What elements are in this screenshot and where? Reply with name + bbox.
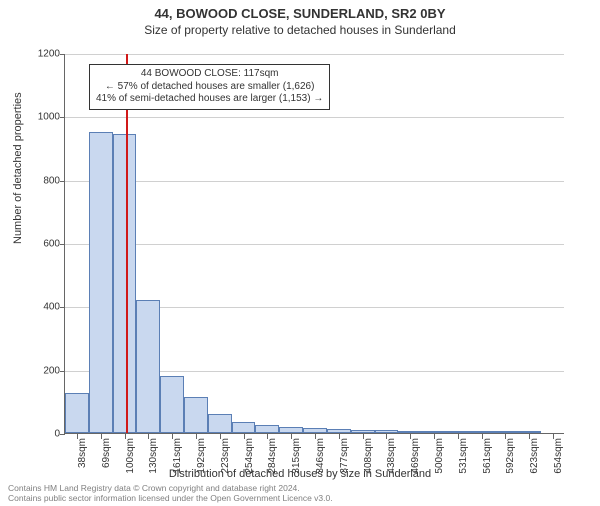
bar <box>351 430 375 433</box>
x-axis-label: Distribution of detached houses by size … <box>0 468 600 480</box>
bar <box>375 430 399 433</box>
y-tick-label: 200 <box>20 365 60 376</box>
bar <box>494 431 518 433</box>
bar <box>113 134 137 433</box>
bar <box>65 393 89 433</box>
bar <box>160 376 184 433</box>
bar <box>446 431 470 433</box>
y-tick-label: 400 <box>20 302 60 313</box>
bar <box>208 414 232 433</box>
bar <box>470 431 494 433</box>
callout-box: 44 BOWOOD CLOSE: 117sqm ← 57% of detache… <box>89 64 330 110</box>
bar <box>89 132 113 433</box>
bar <box>279 427 303 433</box>
bar <box>303 428 327 433</box>
y-tick-label: 1200 <box>20 49 60 60</box>
bar <box>232 422 256 433</box>
y-tick-label: 1000 <box>20 112 60 123</box>
bar <box>327 429 351 433</box>
footer-attribution: Contains HM Land Registry data © Crown c… <box>8 484 333 504</box>
footer-line-2: Contains public sector information licen… <box>8 494 333 504</box>
y-tick <box>60 434 65 435</box>
y-tick-label: 0 <box>20 429 60 440</box>
bars-group <box>65 54 564 433</box>
bar <box>184 397 208 433</box>
histogram-chart: 44 BOWOOD CLOSE: 117sqm ← 57% of detache… <box>64 54 564 434</box>
bar <box>255 425 279 433</box>
y-tick-label: 600 <box>20 239 60 250</box>
callout-line-3: 41% of semi-detached houses are larger (… <box>96 93 323 106</box>
y-tick-label: 800 <box>20 175 60 186</box>
bar <box>136 300 160 433</box>
highlight-line <box>126 54 128 433</box>
callout-line-2: ← 57% of detached houses are smaller (1,… <box>96 81 323 94</box>
plot-area: 44 BOWOOD CLOSE: 117sqm ← 57% of detache… <box>64 54 564 434</box>
page-title: 44, BOWOOD CLOSE, SUNDERLAND, SR2 0BY <box>0 6 600 21</box>
bar <box>422 431 446 433</box>
bar <box>517 431 541 433</box>
callout-line-1: 44 BOWOOD CLOSE: 117sqm <box>96 68 323 81</box>
page-subtitle: Size of property relative to detached ho… <box>0 23 600 37</box>
bar <box>398 431 422 433</box>
